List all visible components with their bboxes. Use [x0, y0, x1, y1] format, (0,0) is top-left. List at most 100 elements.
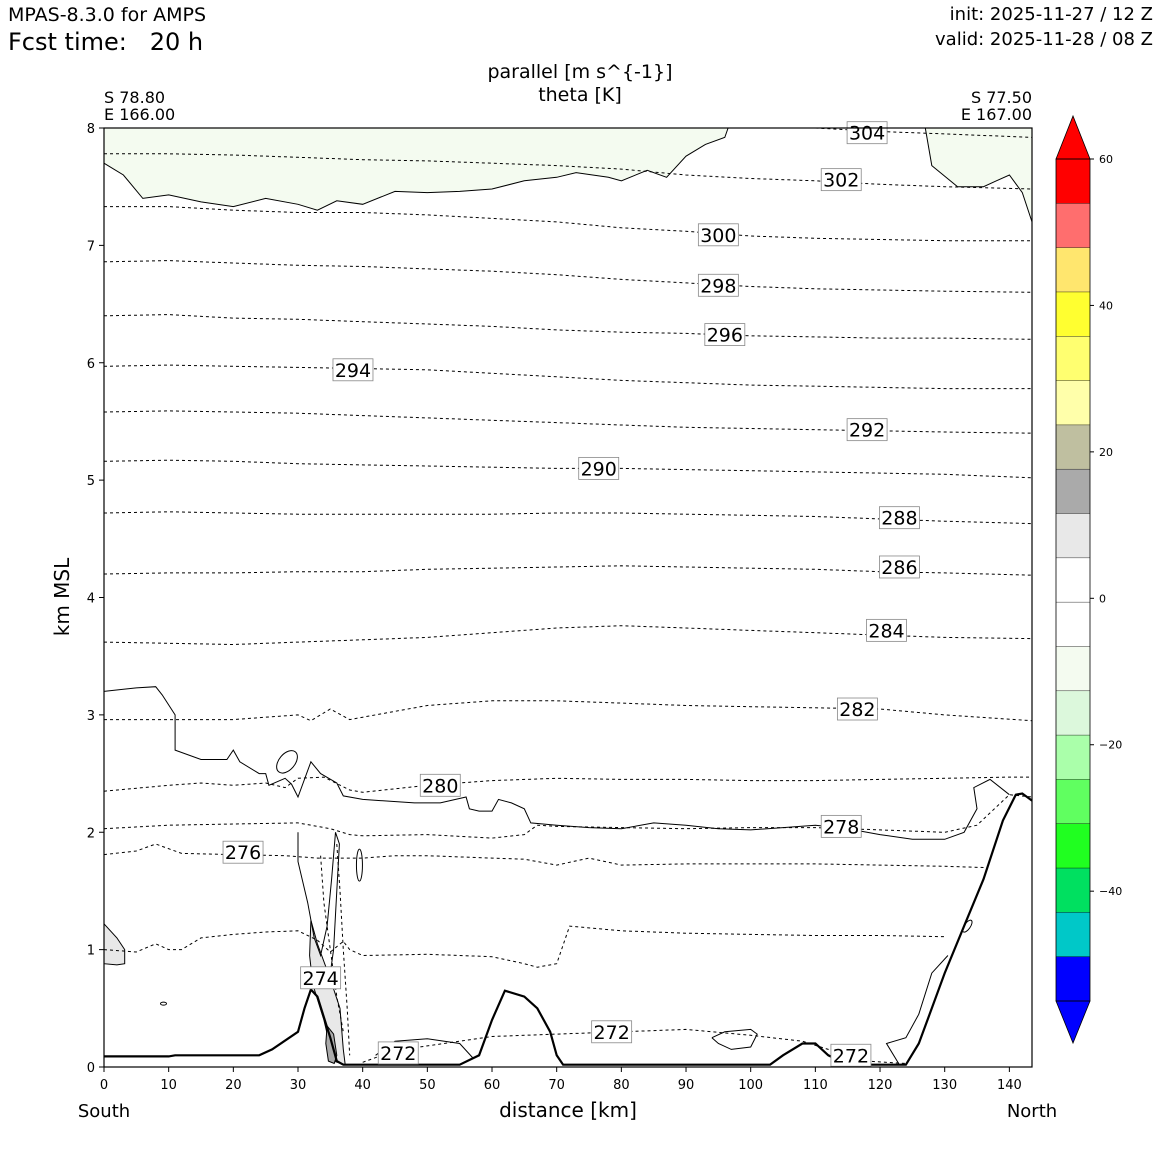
forecast-time: Fcst time: 20 h [8, 28, 203, 56]
upper-right-region-fill [925, 128, 1032, 222]
theta-isoline-296 [103, 314, 1033, 340]
isoline-label-282: 282 [839, 699, 875, 721]
colorbar-segment [1056, 602, 1090, 647]
upper-green-region-line [103, 127, 729, 211]
theta-isoline-276 [103, 843, 984, 868]
colorbar-under-arrow [1055, 1000, 1091, 1045]
y-tick-label-6: 6 [87, 357, 95, 372]
theta-isoline-298 [103, 260, 1033, 293]
colorbar-segment [1056, 424, 1090, 470]
y-tick-label-1: 1 [87, 944, 95, 959]
isoline-label-box-286 [879, 555, 920, 579]
x-tick-label-110: 110 [803, 1078, 828, 1093]
y-tick-label-0: 0 [87, 1061, 95, 1076]
left-end-lat: S 78.80 [104, 88, 165, 107]
slope-wind-contour [885, 955, 949, 1065]
x-tick-label-80: 80 [613, 1078, 630, 1093]
shaded-regions [104, 128, 1032, 222]
colorbar-tick-label-60: 60 [1099, 153, 1113, 166]
ridge-wind-contour [297, 832, 340, 974]
colorbar-frame [1055, 158, 1091, 1002]
theta-isolines [103, 127, 1033, 1064]
north-label: North [1007, 1101, 1057, 1122]
valley-wind-cell [711, 1028, 758, 1050]
terrain-line [104, 792, 1033, 1066]
isoline-label-272: 272 [380, 1043, 416, 1065]
isoline-label-290: 290 [581, 458, 617, 480]
x-tick-label-20: 20 [225, 1078, 242, 1093]
colorbar-segment [1056, 380, 1090, 426]
colorbar-segment [1056, 336, 1090, 381]
x-tick-label-10: 10 [160, 1078, 177, 1093]
axes: 0 10 20 30 40 50 60 70 80 90 100 110 120 130 140 0 1 2 3 4 5… [87, 122, 1022, 1093]
theta-isoline-272 [362, 1028, 906, 1064]
colorbar-segment [1056, 203, 1090, 248]
isoline-label-box-282 [836, 697, 878, 721]
colorbar-segment [1056, 912, 1090, 957]
theta-isoline-274 [103, 925, 945, 968]
isoline-label-296: 296 [707, 325, 743, 347]
colorbar-segment [1056, 868, 1090, 913]
colorbar-segment [1056, 291, 1090, 337]
model-title: MPAS-8.3.0 for AMPS [8, 4, 207, 26]
valid-time: valid: 2025-11-28 / 08 Z [935, 29, 1153, 50]
chart-title-line2: theta [K] [538, 84, 622, 106]
x-tick-label-70: 70 [548, 1078, 565, 1093]
isoline-label-300: 300 [700, 225, 736, 247]
south-label: South [78, 1101, 130, 1122]
x-tick-label-30: 30 [290, 1078, 307, 1093]
x-tick-label-40: 40 [354, 1078, 371, 1093]
isoline-label-302: 302 [823, 170, 859, 192]
colorbar-segment [1056, 823, 1090, 869]
colorbar-segment [1056, 735, 1090, 780]
colorbar-segment [1056, 690, 1090, 736]
x-tick-label-100: 100 [738, 1078, 763, 1093]
isoline-label-box-278 [820, 814, 862, 838]
isoline-label-box-272 [591, 1020, 633, 1044]
isoline-label-294: 294 [335, 360, 371, 382]
y-tick-label-8: 8 [87, 122, 95, 137]
right-end-lon: E 167.00 [961, 105, 1032, 124]
isoline-label-box-272 [377, 1041, 419, 1065]
colorbar-segment [1056, 159, 1090, 204]
isoline-label-274: 274 [303, 968, 339, 990]
colorbar-segment [1056, 779, 1090, 825]
init-time: init: 2025-11-27 / 12 Z [949, 4, 1153, 25]
chart-title-line1: parallel [m s^{-1}] [487, 61, 672, 83]
right-end-lat: S 77.50 [971, 88, 1032, 107]
colorbar-tick-label-0: 0 [1099, 592, 1106, 605]
upper-right-region-line [924, 127, 1033, 223]
isoline-label-box-274 [300, 966, 342, 990]
y-tick-label-5: 5 [87, 474, 95, 489]
isoline-label-276: 276 [225, 842, 261, 864]
left-end-lon: E 166.00 [104, 105, 175, 124]
y-axis-label: km MSL [50, 557, 74, 636]
isoline-label-286: 286 [881, 557, 917, 579]
isoline-label-box-276 [222, 840, 264, 864]
theta-isoline-284 [103, 625, 1033, 646]
isoline-label-272: 272 [833, 1045, 869, 1067]
isoline-label-298: 298 [700, 275, 736, 297]
colorbar-segment [1056, 513, 1090, 559]
theta-isoline-292 [103, 410, 1033, 434]
colorbar-tick-label--20: −20 [1099, 739, 1122, 752]
theta-isoline-300 [104, 206, 1032, 242]
isoline-label-284: 284 [868, 620, 904, 642]
wind-zero-contours [103, 127, 1033, 1065]
forecast-time-label: Fcst time: [8, 28, 127, 56]
theta-isoline-282 [104, 700, 1033, 722]
isoline-label-box-296 [704, 323, 746, 346]
isoline-label-box-304 [846, 121, 888, 145]
isoline-label-box-294 [332, 358, 374, 382]
small-wind-cell-b [355, 848, 363, 882]
x-tick-label-60: 60 [484, 1078, 501, 1093]
isoline-label-box-272 [830, 1043, 872, 1067]
terrain [104, 792, 1033, 1066]
theta-plume-a [320, 855, 344, 1032]
theta-isoline-280 [103, 776, 1032, 793]
x-tick-label-50: 50 [419, 1078, 436, 1093]
isoline-label-box-288 [879, 506, 920, 530]
theta-isoline-286 [103, 565, 1033, 576]
colorbar-over-arrow [1055, 114, 1091, 160]
